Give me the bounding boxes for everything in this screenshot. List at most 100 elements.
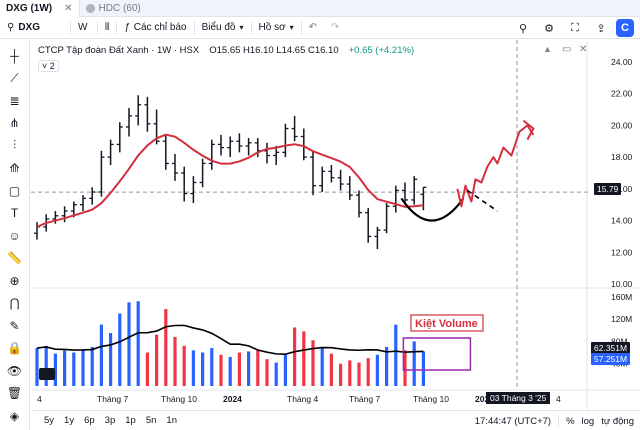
magnet-tool[interactable]: ⋂: [3, 294, 27, 314]
chart-legend: CTCP Tập đoàn Đất Xanh · 1W · HSX O15.65…: [38, 45, 414, 56]
change-value: +0.65 (+4.21%): [348, 45, 415, 56]
divider: [193, 20, 195, 35]
layers-tool[interactable]: ◈: [3, 406, 27, 426]
settings-button[interactable]: ⚙: [538, 18, 560, 38]
indicators-label: Các chỉ báo: [133, 22, 187, 33]
tab-hdc[interactable]: HDC (60): [80, 0, 147, 17]
rectangle-icon: ▢: [8, 183, 21, 198]
function-icon: ƒ: [124, 22, 130, 33]
time-tick-label: 4: [556, 394, 561, 404]
clock-time: 17:44:47 (UTC+7): [474, 415, 552, 427]
volume-bar: [191, 350, 195, 386]
price-tick-label: 16.00: [611, 184, 633, 194]
pane-move-up-button[interactable]: ▴: [545, 44, 550, 55]
time-tick-label: 2024: [223, 394, 242, 404]
volume-bar: [412, 341, 416, 386]
pane-maximize-button[interactable]: ▭: [562, 44, 571, 55]
auto-scale-toggle[interactable]: tự động: [601, 415, 634, 427]
close-icon[interactable]: ✕: [64, 2, 73, 14]
volume-bar: [421, 351, 425, 386]
log-toggle[interactable]: log: [581, 415, 595, 427]
shape-tool[interactable]: ▢: [3, 181, 27, 201]
ruler-icon: 📏: [7, 251, 22, 266]
fullscreen-button[interactable]: ⛶: [564, 18, 586, 38]
quick-search-button[interactable]: ⚲: [512, 18, 534, 38]
zoom-tool[interactable]: ⊕: [3, 271, 27, 291]
interval-button[interactable]: W: [78, 22, 88, 33]
volume-bar: [339, 363, 343, 386]
symbol-search-button[interactable]: ⚲ DXG: [0, 17, 70, 39]
volume-bar: [274, 362, 278, 386]
volume-bar: [375, 354, 379, 386]
percent-toggle[interactable]: %: [566, 415, 575, 427]
zoom-in-icon: ⊕: [9, 273, 20, 288]
emoji-tool[interactable]: ☺: [3, 226, 27, 246]
projection-arrowhead: [522, 119, 535, 141]
volume-bar: [155, 334, 159, 386]
symbol-logo-icon: [85, 3, 95, 13]
search-icon: ⚲: [7, 22, 15, 33]
annotation-label: Kiệt Volume: [415, 318, 478, 330]
redo-icon: ↷: [331, 22, 340, 33]
profile-button[interactable]: Hồ sơ ▾: [252, 17, 301, 39]
bar-style-button[interactable]: ⫴: [98, 17, 116, 39]
chart-area[interactable]: 24.00 22.00 20.00 18.00 16.00 14.00 12.00 10.00…: [31, 40, 640, 410]
lock-tool[interactable]: 🔒: [3, 339, 27, 359]
volume-bar: [320, 346, 324, 386]
smiley-icon: ☺: [8, 228, 21, 243]
fib-tool[interactable]: ≣: [3, 91, 27, 111]
stay-drawing-tool[interactable]: ✎: [3, 316, 27, 336]
volume-bar: [44, 345, 48, 386]
divider: [70, 20, 71, 35]
range-1m-button[interactable]: 1p: [125, 415, 136, 426]
pitchfork-tool[interactable]: ⋔: [3, 114, 27, 134]
crosshair-tool[interactable]: ┼: [3, 46, 27, 66]
range-5d-button[interactable]: 5n: [145, 415, 157, 426]
volume-bar: [329, 353, 333, 386]
volume-bar: [201, 352, 205, 386]
volume-bar: [348, 360, 352, 386]
tab-dxg[interactable]: DXG (1W) ✕: [0, 0, 80, 17]
range-1d-button[interactable]: 1n: [166, 415, 177, 426]
share-button[interactable]: ⇪: [590, 18, 612, 38]
drawing-toolbar: ┼ ⟋ ≣ ⋔ ⫶ ⟰ ▢ T ☺ 📏 ⊕ ⋂ ✎ 🔒 👁 🗑 ◈: [0, 40, 30, 430]
collapse-indicators-button[interactable]: ˅ 2: [38, 60, 59, 72]
redo-button[interactable]: ↷: [324, 17, 346, 39]
trendline-tool[interactable]: ⟋: [3, 69, 27, 89]
brand-logo-icon[interactable]: C: [616, 19, 634, 37]
ruler-tool[interactable]: 📏: [3, 249, 27, 269]
tab-bar: DXG (1W) ✕ HDC (60): [0, 0, 640, 17]
volume-bar: [366, 358, 370, 386]
chart-canvas[interactable]: 24.00 22.00 20.00 18.00 16.00 14.00 12.00 10.00…: [31, 40, 640, 410]
indicator-count: 2: [49, 61, 55, 71]
volume-bar: [302, 331, 306, 386]
pattern-tool[interactable]: ⫶: [3, 136, 27, 156]
crosshair-date-label: 03 Tháng 3 '25: [486, 392, 551, 404]
magnet-icon: ⋂: [9, 296, 20, 311]
volume-bar: [283, 353, 287, 386]
delete-tool[interactable]: 🗑: [3, 384, 27, 404]
range-3m-button[interactable]: 3p: [104, 415, 116, 426]
pitchfork-icon: ⋔: [9, 116, 20, 131]
volume-bar: [385, 346, 389, 386]
volume-bar: [127, 302, 131, 386]
tab-label: DXG (1W): [6, 2, 53, 14]
range-5y-button[interactable]: 5y: [44, 415, 55, 426]
volume-bar: [265, 359, 269, 386]
range-6m-button[interactable]: 6p: [84, 415, 95, 426]
share-icon: ⇪: [596, 22, 606, 35]
pane-close-button[interactable]: ✕: [579, 44, 587, 55]
text-tool[interactable]: T: [3, 204, 27, 224]
charts-button[interactable]: Biểu đồ ▾: [195, 17, 251, 39]
bottom-right-controls: 17:44:47 (UTC+7) % log tự động: [475, 411, 634, 430]
divider: [250, 20, 252, 35]
range-1y-button[interactable]: 1y: [64, 415, 75, 426]
projection-tool[interactable]: ⟰: [3, 159, 27, 179]
undo-button[interactable]: ↶: [302, 17, 324, 39]
time-tick-label: Tháng 7: [97, 394, 128, 404]
volume-bar: [219, 354, 223, 386]
visibility-tool[interactable]: 👁: [3, 361, 27, 381]
charts-label: Biểu đồ: [201, 22, 236, 33]
indicators-button[interactable]: ƒ Các chỉ báo: [117, 17, 193, 39]
